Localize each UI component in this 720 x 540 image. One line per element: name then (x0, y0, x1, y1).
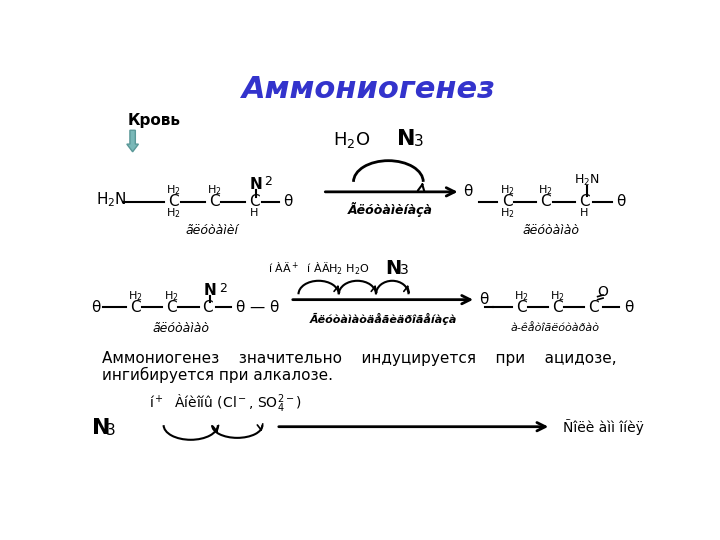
Text: 3: 3 (414, 133, 423, 148)
Text: H$_2$: H$_2$ (539, 184, 553, 197)
Text: H$_2$: H$_2$ (550, 289, 564, 303)
Text: H$_2$: H$_2$ (164, 289, 179, 303)
Text: θ: θ (624, 300, 634, 315)
Text: C: C (588, 300, 599, 315)
Text: C: C (168, 194, 179, 210)
Text: H$_2$O: H$_2$O (333, 130, 371, 150)
Text: —: — (249, 300, 264, 315)
Text: C: C (166, 300, 176, 315)
Text: Ãëóòàìèíàçà: Ãëóòàìèíàçà (348, 202, 433, 217)
Text: H$_2$: H$_2$ (127, 289, 143, 303)
Text: Аммониогенез: Аммониогенез (242, 75, 496, 104)
Text: H$_2$: H$_2$ (166, 184, 181, 197)
Text: θ: θ (479, 292, 488, 307)
Text: 2: 2 (264, 176, 272, 188)
Text: 2: 2 (220, 281, 228, 295)
Text: θ: θ (616, 194, 626, 210)
Text: 3: 3 (106, 423, 116, 438)
Text: θ: θ (91, 300, 101, 315)
Text: C: C (516, 300, 527, 315)
Text: O: O (598, 285, 608, 299)
Text: N: N (249, 177, 262, 192)
Text: Аммониогенез    значительно    индуцируется    при    ацидозе,: Аммониогенез значительно индуцируется пр… (102, 352, 616, 367)
Text: H: H (250, 208, 258, 218)
Text: ãëóòàìàò: ãëóòàìàò (523, 224, 580, 237)
Text: N: N (386, 259, 402, 278)
Text: C: C (209, 194, 220, 210)
Text: à-êåòîãëóòàðàò: à-êåòîãëóòàðàò (510, 323, 600, 333)
Text: H$_2$N: H$_2$N (574, 173, 600, 188)
Text: H$_2$N: H$_2$N (96, 190, 127, 209)
Text: C: C (541, 194, 551, 210)
Text: Ñîëè àìì îíèÿ: Ñîëè àìì îíèÿ (563, 418, 644, 435)
Text: C: C (579, 194, 590, 210)
Text: θ: θ (269, 300, 279, 315)
Text: H$_2$: H$_2$ (500, 184, 514, 197)
Text: C: C (202, 300, 213, 315)
Text: N: N (397, 129, 415, 148)
Text: H$_2$: H$_2$ (166, 206, 181, 220)
Text: θ: θ (235, 300, 244, 315)
Text: N: N (204, 283, 217, 298)
Text: θ: θ (283, 194, 292, 210)
Text: H$_2$: H$_2$ (514, 289, 529, 303)
Text: Кровь: Кровь (127, 113, 180, 128)
Text: H$_2$: H$_2$ (207, 184, 221, 197)
Text: ингибируется при алкалозе.: ингибируется при алкалозе. (102, 367, 333, 383)
FancyArrow shape (127, 130, 138, 152)
Text: í$^+$  Àíèîíû (Cl$^-$, SO$_4^{2-}$): í$^+$ Àíèîíû (Cl$^-$, SO$_4^{2-}$) (149, 393, 302, 415)
Text: θ: θ (464, 184, 473, 199)
Text: C: C (552, 300, 562, 315)
Text: H: H (580, 208, 589, 218)
Text: 3: 3 (400, 264, 408, 278)
Text: í ÀÄ$^+$  í ÀÄH$_2$ H$_2$O: í ÀÄ$^+$ í ÀÄH$_2$ H$_2$O (268, 261, 369, 277)
Text: C: C (130, 300, 140, 315)
Text: N: N (92, 418, 111, 438)
Text: Ãëóòàìàòäåãèäðîãåíàçà: Ãëóòàìàòäåãèäðîãåíàçà (310, 313, 456, 325)
Text: H$_2$: H$_2$ (500, 206, 514, 220)
Text: C: C (502, 194, 512, 210)
Text: C: C (249, 194, 260, 210)
Text: ãëóòàìèí: ãëóòàìèí (186, 224, 239, 237)
Text: ãëóòàìàò: ãëóòàìàò (153, 322, 210, 335)
